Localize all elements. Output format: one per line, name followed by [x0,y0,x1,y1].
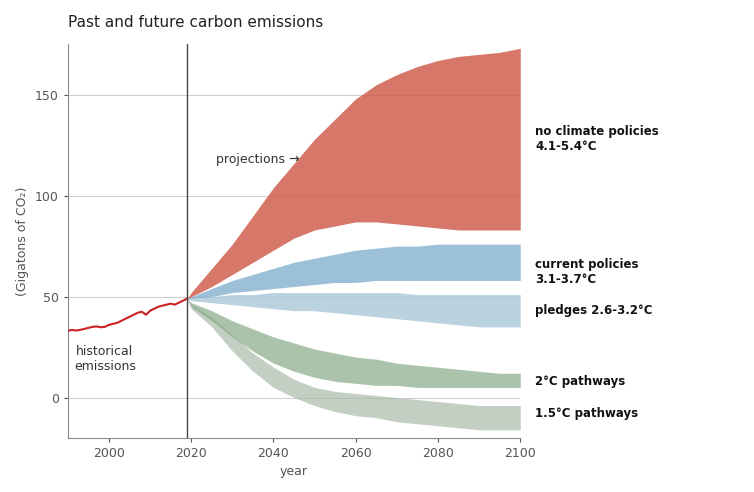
Text: no climate policies
4.1-5.4°C: no climate policies 4.1-5.4°C [535,125,659,153]
Text: projections →: projections → [216,153,299,166]
X-axis label: year: year [280,465,308,478]
Text: 1.5°C pathways: 1.5°C pathways [535,407,639,420]
Text: historical
emissions: historical emissions [74,345,136,373]
Text: Past and future carbon emissions: Past and future carbon emissions [68,15,323,30]
Y-axis label: (Gigatons of CO₂): (Gigatons of CO₂) [17,186,29,296]
Text: 2°C pathways: 2°C pathways [535,375,626,388]
Text: pledges 2.6-3.2°C: pledges 2.6-3.2°C [535,304,653,317]
Text: current policies
3.1-3.7°C: current policies 3.1-3.7°C [535,258,639,286]
